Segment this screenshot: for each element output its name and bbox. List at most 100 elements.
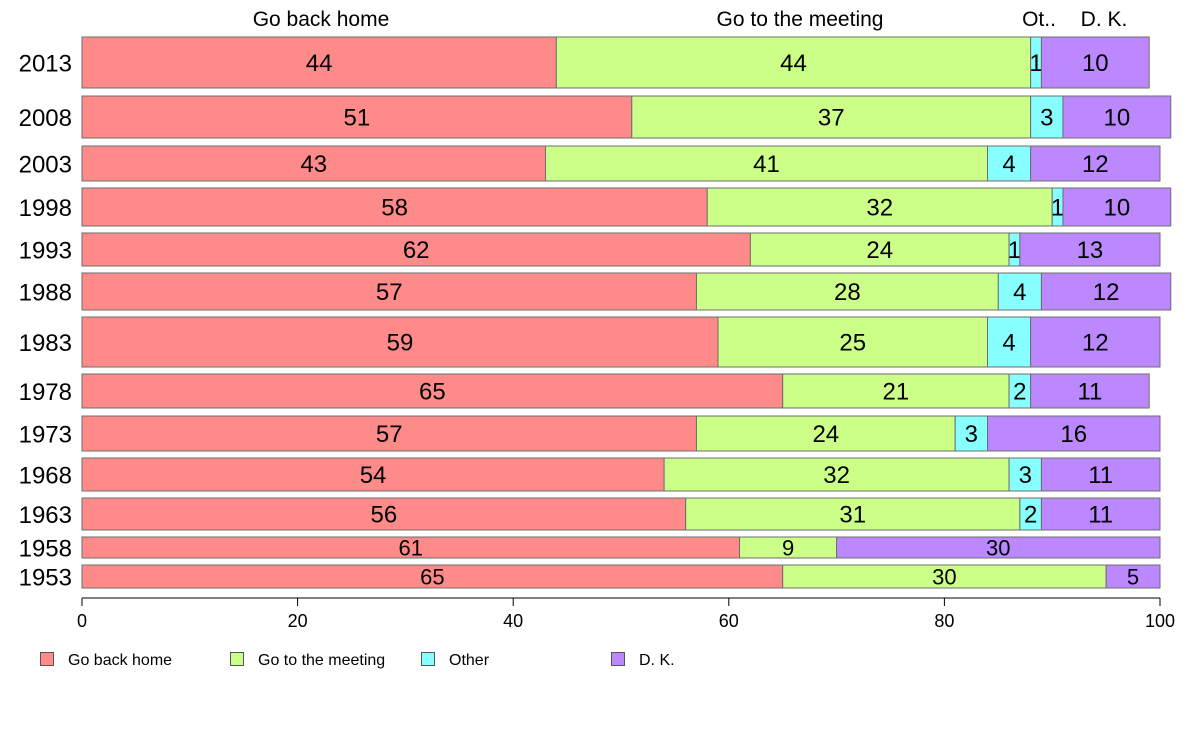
category-label: 2008 [19,105,72,132]
legend-label: Go to the meeting [258,652,386,669]
bar-segment [81,415,697,452]
bar-segment [81,272,697,311]
bar-segment [81,373,784,409]
legend-label: D. K. [639,652,675,669]
data-label: 58 [381,195,408,222]
column-header: Go to the meeting [717,8,884,31]
data-label: 4 [1002,151,1015,178]
bar-segment [749,232,1010,267]
bar-segment [631,95,1032,139]
bar-segment [685,497,1021,531]
data-label: 3 [1040,105,1053,132]
data-label: 1 [1051,195,1064,222]
data-label: 24 [866,237,893,264]
legend-item-go-back-home: Go back home [40,652,172,670]
bar-segment [987,145,1032,182]
data-label: 30 [986,535,1010,560]
data-label: 65 [420,564,444,589]
data-label: 4 [1013,279,1026,306]
x-tick-label: 20 [288,611,308,631]
bar-segment [997,272,1042,311]
bar-segment [717,316,989,368]
data-label: 12 [1093,279,1120,306]
data-label: 9 [782,535,794,560]
data-label: 30 [932,564,956,589]
bar-segment [954,415,989,452]
data-label: 2 [1013,379,1026,406]
bar-segment [81,316,719,368]
data-label: 59 [387,330,414,357]
bar-segment [1062,95,1172,139]
category-label: 1963 [19,502,72,529]
bar-segment [1040,272,1172,311]
data-label: 31 [839,502,866,529]
bar-segment [836,536,1161,559]
category-label: 1983 [19,330,72,357]
category-label: 1958 [19,536,72,563]
data-label: 13 [1077,237,1104,264]
bar-segment [1030,316,1161,368]
legend-swatch [421,652,435,666]
data-label: 4 [1002,330,1015,357]
data-label: 24 [812,421,839,448]
data-label: 3 [965,421,978,448]
column-header: D. K. [1081,8,1128,31]
category-label: 1953 [19,565,72,592]
data-label: 44 [780,50,807,77]
data-label: 61 [399,535,423,560]
bar-segment [782,373,1010,409]
data-label: 11 [1088,462,1113,489]
bar-segment [987,415,1161,452]
bar-segment [1030,145,1161,182]
data-label: 12 [1082,151,1109,178]
bar-segment [695,272,999,311]
bar-segment [1030,373,1150,409]
x-tick-label: 40 [503,611,523,631]
bar-segment [1030,95,1064,139]
data-label: 51 [344,105,371,132]
bar-segment [1040,36,1150,89]
column-header: Go back home [253,8,390,31]
bar-segment [1062,187,1172,227]
category-label: 1978 [19,379,72,406]
column-header: Ot.. [1022,8,1056,31]
bar-segment [81,232,751,267]
data-label: 10 [1104,195,1131,222]
legend-swatch [230,652,244,666]
category-label: 2013 [19,51,72,78]
bar-segment [81,187,708,227]
category-label: 1998 [19,195,72,222]
category-label: 1993 [19,238,72,265]
bar-segment [81,457,665,492]
data-label: 5 [1127,564,1139,589]
data-label: 1 [1029,50,1042,77]
legend-swatch [611,652,625,666]
legend-label: Other [449,652,490,669]
data-label: 11 [1088,502,1113,529]
data-label: 10 [1082,50,1109,77]
data-label: 37 [818,105,845,132]
data-label: 3 [1019,462,1032,489]
bar-segment [81,145,547,182]
bar-segment [663,457,1010,492]
bar-segment [545,145,989,182]
data-label: 32 [823,462,850,489]
bar-segment [987,316,1032,368]
x-tick-label: 100 [1145,611,1175,631]
x-tick-label: 80 [934,611,954,631]
legend-item-go-to-the-meeting: Go to the meeting [230,652,385,670]
data-label: 1 [1008,237,1021,264]
bar-segment [1008,457,1042,492]
data-label: 57 [376,421,403,448]
data-label: 41 [753,151,780,178]
category-label: 1988 [19,280,72,307]
category-label: 1973 [19,422,72,449]
legend-swatch [40,652,54,666]
bar-segment [81,36,557,89]
data-label: 25 [839,330,866,357]
data-label: 62 [403,237,430,264]
data-label: 10 [1104,105,1131,132]
data-label: 16 [1060,421,1087,448]
